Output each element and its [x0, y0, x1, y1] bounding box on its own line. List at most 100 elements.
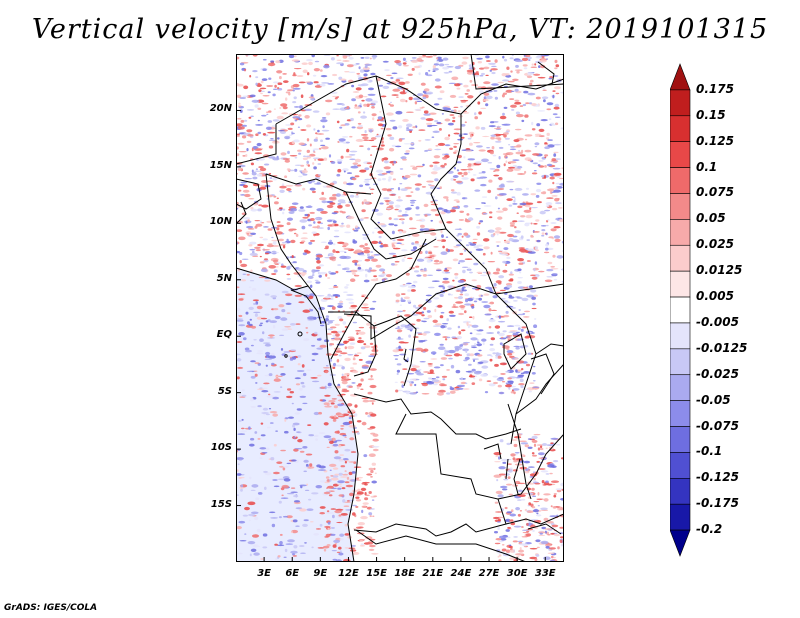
downdraft-speckle	[327, 293, 331, 297]
updraft-speckle	[546, 521, 554, 524]
downdraft-speckle	[271, 362, 275, 366]
downdraft-speckle	[348, 56, 354, 60]
downdraft-speckle	[319, 480, 327, 483]
downdraft-speckle	[441, 113, 444, 115]
updraft-speckle	[254, 225, 258, 229]
updraft-speckle	[420, 224, 425, 228]
updraft-speckle	[453, 109, 457, 113]
downdraft-speckle	[272, 324, 276, 329]
downdraft-speckle	[471, 346, 478, 349]
updraft-speckle	[533, 294, 538, 297]
downdraft-speckle	[352, 321, 358, 324]
downdraft-speckle	[287, 217, 293, 221]
updraft-speckle	[335, 333, 340, 337]
downdraft-speckle	[302, 523, 308, 527]
downdraft-speckle	[284, 548, 288, 553]
updraft-speckle	[346, 64, 354, 68]
downdraft-speckle	[312, 148, 320, 151]
colorbar-label: -0.005	[696, 314, 739, 329]
updraft-speckle	[503, 314, 510, 318]
updraft-speckle	[368, 548, 375, 551]
updraft-speckle	[355, 225, 358, 229]
updraft-speckle	[363, 249, 371, 254]
updraft-speckle	[554, 67, 558, 70]
updraft-speckle	[254, 373, 258, 377]
downdraft-speckle	[540, 540, 549, 545]
updraft-speckle	[307, 72, 310, 76]
downdraft-speckle	[432, 67, 439, 71]
updraft-speckle	[286, 395, 293, 399]
updraft-speckle	[292, 555, 297, 557]
updraft-speckle	[310, 377, 318, 379]
downdraft-speckle	[540, 55, 549, 57]
downdraft-speckle	[530, 207, 538, 209]
downdraft-speckle	[457, 262, 461, 265]
downdraft-speckle	[426, 381, 435, 385]
downdraft-speckle	[240, 484, 244, 488]
downdraft-speckle	[495, 196, 498, 200]
downdraft-speckle	[432, 70, 436, 72]
updraft-speckle	[405, 194, 412, 198]
downdraft-speckle	[518, 150, 521, 152]
downdraft-speckle	[272, 81, 279, 84]
downdraft-speckle	[414, 243, 420, 246]
updraft-speckle	[305, 327, 308, 329]
updraft-speckle	[402, 341, 409, 344]
downdraft-speckle	[297, 355, 302, 358]
downdraft-speckle	[513, 525, 522, 528]
updraft-speckle	[238, 314, 243, 318]
downdraft-speckle	[460, 377, 464, 381]
downdraft-speckle	[485, 95, 493, 100]
updraft-speckle	[276, 70, 283, 74]
downdraft-speckle	[257, 492, 263, 495]
downdraft-speckle	[472, 174, 477, 176]
updraft-speckle	[483, 293, 490, 296]
downdraft-speckle	[546, 224, 549, 227]
updraft-speckle	[337, 241, 345, 244]
updraft-speckle	[514, 101, 522, 105]
downdraft-speckle	[261, 114, 267, 117]
downdraft-speckle	[265, 413, 270, 416]
downdraft-speckle	[327, 83, 335, 85]
downdraft-speckle	[426, 259, 432, 263]
downdraft-speckle	[517, 281, 522, 284]
downdraft-speckle	[541, 443, 548, 446]
downdraft-speckle	[262, 68, 267, 71]
updraft-speckle	[453, 199, 460, 202]
downdraft-speckle	[337, 487, 342, 490]
updraft-speckle	[519, 510, 523, 512]
downdraft-speckle	[415, 391, 419, 394]
updraft-speckle	[523, 310, 531, 313]
updraft-speckle	[237, 366, 244, 369]
downdraft-speckle	[262, 546, 268, 549]
updraft-speckle	[452, 119, 456, 123]
downdraft-speckle	[518, 309, 521, 311]
downdraft-speckle	[339, 538, 344, 541]
updraft-speckle	[490, 337, 495, 341]
downdraft-speckle	[412, 97, 421, 101]
downdraft-speckle	[446, 350, 450, 353]
lon-tick-label: 33E	[534, 568, 556, 579]
downdraft-speckle	[463, 156, 466, 159]
updraft-speckle	[341, 211, 346, 214]
updraft-speckle	[297, 149, 302, 152]
downdraft-speckle	[552, 94, 555, 99]
downdraft-speckle	[421, 320, 424, 322]
downdraft-speckle	[507, 469, 513, 473]
updraft-speckle	[340, 155, 344, 159]
downdraft-speckle	[287, 539, 295, 543]
updraft-speckle	[473, 142, 481, 144]
downdraft-speckle	[382, 60, 389, 63]
updraft-speckle	[362, 481, 370, 484]
downdraft-speckle	[412, 246, 418, 250]
map-panel: 20N 15N 10N 5N EQ 5S 10S 15S 3E 6E 9E 12E 15E 18E 21E…	[210, 54, 564, 579]
updraft-speckle	[534, 482, 541, 485]
downdraft-speckle	[292, 424, 295, 428]
downdraft-speckle	[304, 466, 309, 468]
downdraft-speckle	[488, 230, 496, 232]
downdraft-speckle	[278, 516, 282, 519]
lat-tick-label: 10S	[210, 442, 232, 454]
downdraft-speckle	[317, 174, 321, 176]
updraft-speckle	[536, 498, 544, 500]
updraft-speckle	[493, 381, 498, 385]
